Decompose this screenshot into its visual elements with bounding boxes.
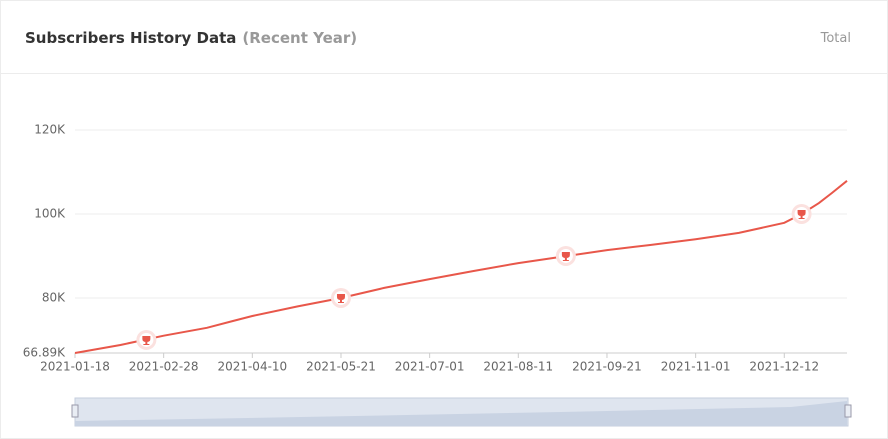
trophy-icon bbox=[797, 209, 806, 219]
line-series bbox=[74, 180, 848, 354]
navigator-area bbox=[75, 401, 847, 426]
x-tick-label: 2021-09-21 bbox=[572, 360, 642, 374]
x-tick-label: 2021-07-01 bbox=[395, 360, 465, 374]
trophy-icon bbox=[336, 293, 345, 303]
trophy-icon bbox=[561, 251, 570, 261]
navigator-handle[interactable] bbox=[844, 404, 852, 418]
milestone bbox=[555, 245, 576, 266]
milestone bbox=[136, 329, 157, 350]
x-tick-label: 2021-11-01 bbox=[661, 360, 731, 374]
navigator-handle[interactable] bbox=[71, 404, 79, 418]
y-tick-label: 100K bbox=[34, 206, 66, 220]
y-tick-label: 80K bbox=[42, 290, 66, 304]
x-tick-label: 2021-12-12 bbox=[749, 360, 819, 374]
x-tick-label: 2021-04-10 bbox=[217, 360, 287, 374]
title-text: Subscribers History Data bbox=[25, 29, 237, 47]
x-tick-label: 2021-05-21 bbox=[306, 360, 376, 374]
x-tick-label: 2021-02-28 bbox=[129, 360, 199, 374]
subtitle: (Recent Year) bbox=[242, 29, 358, 47]
x-tick-label: 2021-08-11 bbox=[483, 360, 553, 374]
milestone bbox=[791, 203, 812, 224]
y-tick-label: 66.89K bbox=[23, 346, 66, 360]
title: Subscribers History Data (Recent Year) bbox=[25, 29, 357, 47]
x-tick-label: 2021-01-18 bbox=[40, 360, 110, 374]
trophy-icon bbox=[142, 335, 151, 345]
header: Subscribers History Data (Recent Year) To… bbox=[1, 1, 887, 74]
milestone bbox=[330, 287, 351, 308]
total-toggle[interactable]: Total bbox=[820, 31, 851, 46]
y-tick-label: 120K bbox=[34, 123, 66, 137]
